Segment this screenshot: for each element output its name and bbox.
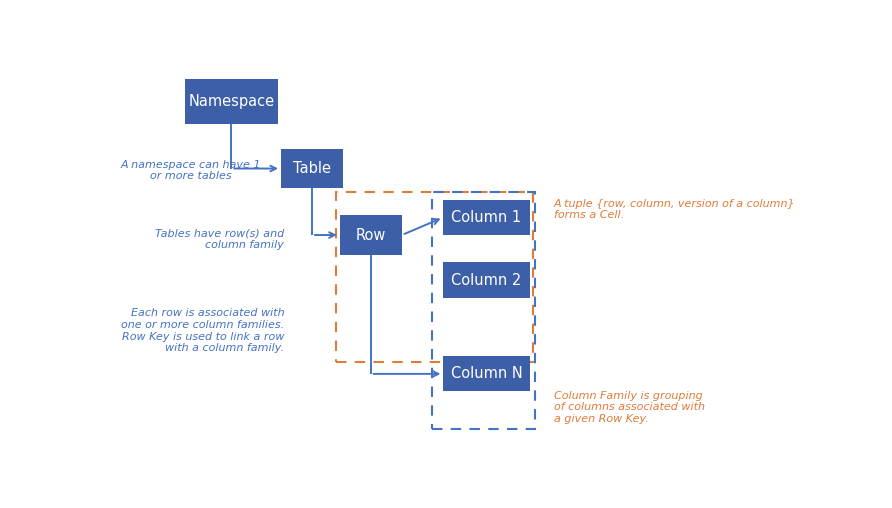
Text: Column 2: Column 2 — [451, 272, 522, 288]
Text: A tuple {row, column, version of a column}
forms a Cell.: A tuple {row, column, version of a colum… — [554, 199, 796, 220]
Text: Column 1: Column 1 — [451, 210, 522, 225]
Text: Table: Table — [293, 161, 331, 176]
FancyBboxPatch shape — [340, 215, 402, 255]
Bar — [336, 192, 533, 362]
Text: Column Family is grouping
of columns associated with
a given Row Key.: Column Family is grouping of columns ass… — [554, 391, 705, 424]
FancyBboxPatch shape — [185, 79, 278, 123]
FancyBboxPatch shape — [443, 263, 530, 298]
Text: Namespace: Namespace — [188, 93, 275, 109]
Text: A namespace can have 1
or more tables: A namespace can have 1 or more tables — [120, 160, 261, 181]
FancyBboxPatch shape — [281, 149, 343, 188]
Text: Row: Row — [356, 228, 386, 242]
Text: Each row is associated with
one or more column families.
Row Key is used to link: Each row is associated with one or more … — [121, 308, 285, 353]
Text: Tables have row(s) and
column family: Tables have row(s) and column family — [155, 228, 285, 250]
FancyBboxPatch shape — [443, 356, 530, 392]
Bar — [432, 192, 535, 429]
FancyBboxPatch shape — [443, 200, 530, 235]
Text: Column N: Column N — [450, 366, 523, 382]
